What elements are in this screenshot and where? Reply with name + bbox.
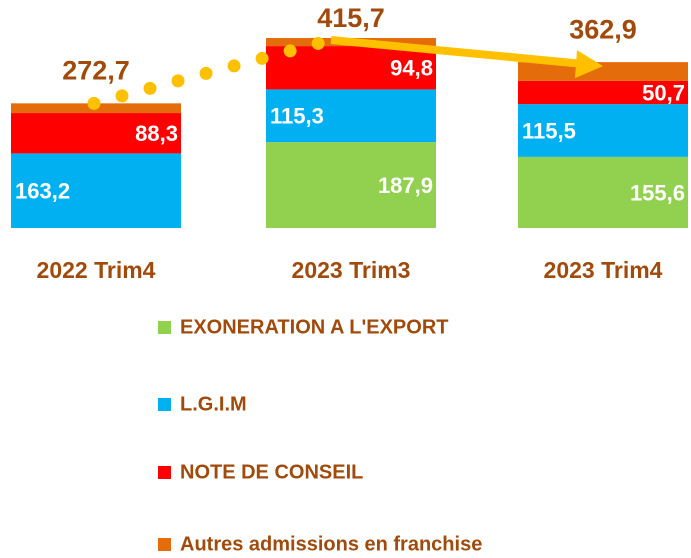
data-label: 115,5 — [522, 118, 576, 143]
bar-segment — [518, 80, 688, 105]
data-label: 187,9 — [378, 173, 433, 198]
legend-label: EXONERATION A L'EXPORT — [180, 316, 448, 338]
category-label: 2023 Trim3 — [292, 257, 411, 283]
legend-marker — [158, 321, 171, 334]
legend-label: NOTE DE CONSEIL — [180, 461, 363, 483]
bar-segment — [11, 153, 181, 228]
legend-marker — [158, 398, 171, 411]
data-label: 94,8 — [390, 56, 433, 81]
data-label: 88,3 — [135, 121, 178, 146]
bar-segment — [518, 156, 688, 228]
data-label: 163,2 — [15, 179, 70, 204]
legend-label: L.G.I.M — [180, 393, 247, 415]
legend-marker — [158, 466, 171, 479]
data-label: 115,3 — [270, 104, 324, 129]
arrow-head — [575, 50, 603, 79]
legend-label: Autres admissions en franchise — [180, 533, 482, 555]
legend-marker — [158, 538, 171, 551]
data-label: 50,7 — [642, 80, 685, 105]
bar-segment — [266, 89, 436, 143]
total-label: 272,7 — [62, 55, 130, 85]
bar-segment — [266, 142, 436, 228]
category-label: 2022 Trim4 — [37, 257, 156, 283]
bar-segment — [11, 113, 181, 154]
trend-arrow — [330, 36, 586, 69]
total-label: 415,7 — [317, 3, 385, 33]
total-label: 362,9 — [569, 14, 637, 44]
bar-segment — [518, 104, 688, 157]
trend-dots — [87, 33, 338, 110]
category-label: 2023 Trim4 — [544, 257, 663, 283]
bar-segment — [518, 62, 688, 81]
data-label: 155,6 — [630, 180, 685, 205]
